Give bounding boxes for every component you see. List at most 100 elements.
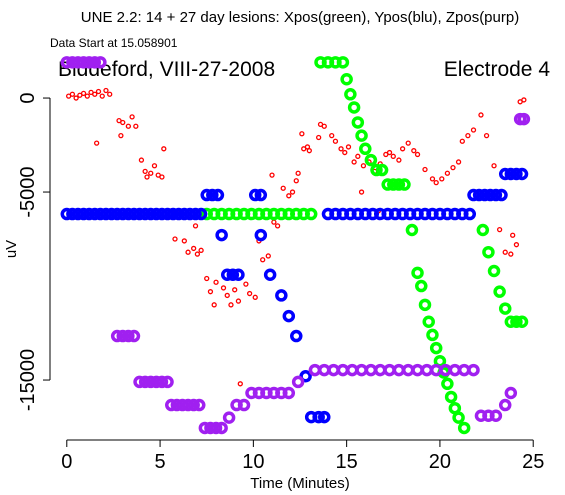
point bbox=[422, 315, 435, 329]
point bbox=[510, 232, 516, 238]
point bbox=[351, 159, 357, 165]
point bbox=[73, 95, 79, 101]
point bbox=[392, 178, 406, 191]
point bbox=[375, 163, 389, 177]
point bbox=[355, 153, 361, 159]
point bbox=[178, 207, 191, 221]
point bbox=[444, 390, 458, 404]
point bbox=[483, 132, 490, 139]
x-tick-label: 10 bbox=[242, 451, 264, 473]
point bbox=[191, 245, 197, 252]
point bbox=[467, 363, 480, 377]
point bbox=[127, 207, 141, 221]
point bbox=[370, 163, 383, 177]
point bbox=[476, 223, 490, 237]
point bbox=[92, 91, 98, 97]
point bbox=[396, 157, 402, 163]
chart-subtitle: Data Start at 15.058901 bbox=[50, 36, 178, 50]
point bbox=[441, 377, 454, 391]
point bbox=[329, 132, 335, 139]
point bbox=[220, 285, 227, 291]
point bbox=[237, 381, 243, 387]
point bbox=[312, 410, 325, 424]
point bbox=[299, 370, 312, 383]
point bbox=[345, 144, 352, 150]
point bbox=[274, 223, 281, 229]
point bbox=[232, 287, 238, 293]
y-axis-label: uV bbox=[3, 240, 20, 258]
point bbox=[290, 329, 303, 343]
point bbox=[508, 251, 514, 257]
point bbox=[187, 398, 200, 412]
point bbox=[211, 302, 217, 308]
point bbox=[232, 268, 245, 282]
point bbox=[386, 149, 393, 156]
point bbox=[510, 315, 523, 329]
point bbox=[498, 302, 512, 315]
point bbox=[439, 176, 445, 182]
point bbox=[457, 421, 471, 435]
point bbox=[470, 127, 477, 133]
point bbox=[103, 87, 109, 94]
point bbox=[138, 375, 152, 389]
point bbox=[360, 163, 367, 169]
point bbox=[504, 167, 518, 181]
point bbox=[209, 421, 223, 435]
point bbox=[211, 188, 225, 202]
point bbox=[422, 166, 428, 173]
point bbox=[200, 188, 213, 202]
point bbox=[198, 421, 212, 435]
point bbox=[82, 207, 96, 221]
point bbox=[405, 223, 419, 237]
point bbox=[487, 264, 501, 278]
point bbox=[336, 56, 350, 69]
point bbox=[364, 153, 378, 167]
point bbox=[181, 398, 195, 412]
y-tick-label: 0 bbox=[17, 92, 39, 103]
point bbox=[321, 123, 327, 129]
point bbox=[99, 207, 113, 221]
point bbox=[269, 172, 275, 178]
point bbox=[429, 341, 443, 355]
point bbox=[150, 375, 163, 389]
point bbox=[491, 163, 497, 169]
point bbox=[66, 207, 79, 221]
point bbox=[282, 386, 296, 400]
x-axis-label: Time (Minutes) bbox=[250, 475, 349, 492]
point bbox=[88, 207, 102, 221]
point bbox=[455, 159, 462, 165]
point bbox=[206, 188, 219, 202]
point bbox=[144, 375, 157, 389]
point bbox=[291, 375, 305, 389]
point bbox=[450, 164, 456, 171]
point bbox=[166, 207, 180, 221]
point bbox=[69, 91, 76, 97]
point bbox=[246, 290, 253, 297]
point bbox=[170, 398, 184, 412]
point bbox=[351, 116, 365, 129]
point bbox=[429, 176, 436, 182]
x-tick-label: 25 bbox=[522, 451, 544, 473]
point bbox=[235, 298, 242, 304]
point bbox=[332, 138, 339, 144]
point bbox=[467, 188, 480, 202]
point bbox=[161, 146, 167, 152]
point bbox=[94, 207, 107, 221]
point bbox=[280, 185, 286, 191]
point bbox=[489, 188, 503, 202]
point bbox=[504, 386, 518, 400]
point bbox=[99, 93, 105, 99]
point bbox=[448, 401, 462, 415]
point bbox=[338, 146, 344, 152]
point bbox=[183, 207, 197, 221]
point bbox=[120, 119, 126, 126]
point bbox=[176, 398, 189, 412]
point bbox=[254, 228, 268, 242]
point bbox=[463, 207, 477, 221]
point bbox=[289, 189, 296, 195]
point bbox=[138, 157, 145, 163]
point bbox=[237, 398, 251, 412]
point bbox=[161, 375, 174, 389]
point bbox=[355, 129, 368, 142]
point bbox=[60, 207, 74, 221]
